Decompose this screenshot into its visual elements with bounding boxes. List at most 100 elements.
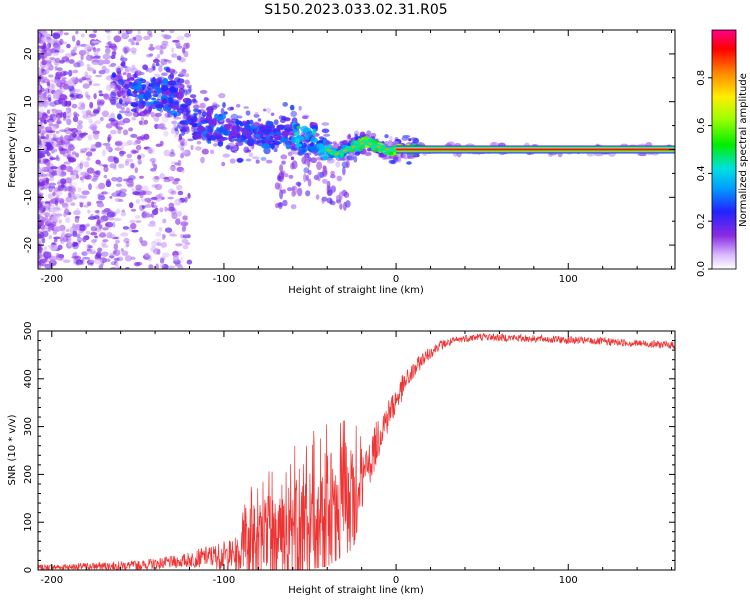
heatmap-noise-speckle [183, 140, 188, 147]
heatmap-noise-speckle [88, 183, 92, 191]
heatmap-noise-speckle [45, 133, 50, 140]
heatmap-ridge-blob [275, 131, 280, 135]
heatmap-noise-speckle [52, 216, 60, 221]
heatmap-spread-speckle [221, 161, 226, 167]
heatmap-noise-speckle [113, 35, 122, 43]
heatmap-ridge-blob [160, 84, 169, 92]
heatmap-spread-speckle [135, 70, 142, 76]
heatmap-spread-speckle [212, 102, 218, 107]
heatmap-noise-speckle [115, 262, 119, 268]
heatmap-noise-speckle [59, 129, 68, 132]
heatmap-noise-speckle [43, 104, 48, 109]
heatmap-spread-speckle [326, 157, 335, 164]
heatmap-spread-speckle [310, 157, 317, 164]
heatmap-noise-speckle [92, 239, 96, 246]
heatmap-noise-speckle [63, 83, 69, 90]
heatmap-spread-speckle [192, 104, 200, 110]
heatmap-noise-speckle [105, 30, 111, 33]
heatmap-noise-speckle [65, 196, 74, 203]
heatmap-noise-speckle [48, 200, 52, 206]
heatmap-tail-speckle [327, 189, 333, 196]
heatmap-noise-speckle [44, 263, 52, 269]
heatmap-noise-speckle [177, 73, 186, 77]
heatmap-noise-speckle [71, 103, 78, 109]
heatmap-noise-speckle [52, 170, 57, 173]
heatmap-noise-speckle [50, 258, 55, 263]
colorbar: 0.0 0.2 0.4 0.6 0.8 Normalized spectral ampl… [696, 29, 749, 277]
heatmap-ridge-blob [311, 128, 317, 136]
heatmap-noise-speckle [135, 184, 142, 191]
heatmap-noise-speckle [131, 64, 136, 71]
colorbar-tick-label: 0.4 [696, 165, 707, 181]
heatmap-ridge-blob [174, 92, 179, 98]
heatmap-noise-speckle [39, 258, 47, 263]
heatmap-noise-speckle [125, 266, 130, 269]
heatmap-spread-speckle [199, 89, 208, 94]
heatmap-noise-speckle [83, 44, 92, 51]
heatmap-spread-speckle [193, 99, 198, 103]
heatmap-tail-speckle [278, 202, 283, 210]
heatmap-noise-speckle [59, 238, 65, 244]
heatmap-spread-speckle [192, 98, 197, 103]
snr-axes: -200 -100 0 100 0 100 200 300 400 500 [23, 321, 675, 586]
heatmap-noise-speckle [171, 161, 178, 164]
heatmap-noise-speckle [170, 190, 177, 195]
heatmap-noise-speckle [172, 180, 179, 185]
heatmap-noise-speckle [159, 49, 164, 55]
heatmap-noise-speckle [177, 190, 184, 196]
heatmap-spread-speckle [146, 53, 153, 58]
heatmap-noise-speckle [40, 132, 45, 139]
heatmap-noise-speckle [168, 152, 176, 157]
heatmap-noise-speckle [93, 47, 97, 52]
heatmap-spread-speckle [154, 73, 161, 78]
heatmap-tail-speckle [338, 191, 343, 201]
heatmap-noise-speckle [43, 92, 47, 98]
heatmap-noise-speckle [176, 55, 182, 61]
heatmap-noise-speckle [40, 93, 47, 101]
heatmap-noise-speckle [151, 240, 157, 248]
heatmap-noise-speckle [53, 238, 58, 243]
heatmap-noise-speckle [82, 256, 91, 260]
heatmap-noise-speckle [41, 180, 46, 187]
heatmap-noise-speckle [86, 223, 90, 227]
heatmap-noise-speckle [78, 79, 83, 83]
heatmap-noise-speckle [159, 173, 165, 180]
heatmap-spread-speckle [230, 113, 239, 120]
heatmap-noise-speckle [91, 178, 97, 182]
heatmap-tail-speckle [291, 160, 298, 170]
heatmap-noise-speckle [187, 234, 191, 239]
heatmap-noise-speckle [55, 156, 61, 162]
heatmap-noise-speckle [83, 204, 89, 208]
heatmap-noise-speckle [60, 178, 67, 185]
x-tick-label: -200 [40, 575, 63, 586]
heatmap-noise-speckle [154, 112, 162, 117]
heatmap-noise-speckle [48, 185, 53, 193]
heatmap-noise-speckle [149, 43, 154, 47]
heatmap-noise-speckle [129, 47, 137, 53]
heatmap-noise-speckle [100, 251, 109, 257]
heatmap-noise-speckle [38, 54, 43, 59]
heatmap-noise-speckle [150, 213, 155, 218]
heatmap-spread-speckle [182, 115, 187, 122]
heatmap-noise-speckle [80, 160, 84, 166]
heatmap-spread-speckle [397, 156, 402, 163]
heatmap-spread-speckle [236, 158, 243, 163]
heatmap-noise-speckle [175, 243, 183, 247]
heatmap-ridge-blob [388, 151, 394, 156]
heatmap-noise-speckle [80, 148, 88, 153]
heatmap-spread-speckle [406, 161, 412, 165]
heatmap-ridge-blob [296, 143, 303, 148]
heatmap-noise-speckle [177, 144, 185, 149]
heatmap-noise-speckle [176, 184, 183, 191]
heatmap-noise-speckle [50, 81, 57, 89]
heatmap-noise-speckle [120, 63, 124, 67]
heatmap-ridge-blob [235, 141, 244, 146]
snr-series-line [38, 332, 675, 570]
x-tick-label: 100 [559, 274, 578, 285]
heatmap-spread-speckle [122, 65, 128, 69]
heatmap-noise-speckle [148, 264, 154, 269]
heatmap-noise-speckle [119, 188, 128, 193]
heatmap-noise-speckle [184, 196, 188, 203]
figure-title: S150.2023.033.02.31.R05 [264, 2, 447, 18]
heatmap-noise-speckle [168, 206, 176, 212]
